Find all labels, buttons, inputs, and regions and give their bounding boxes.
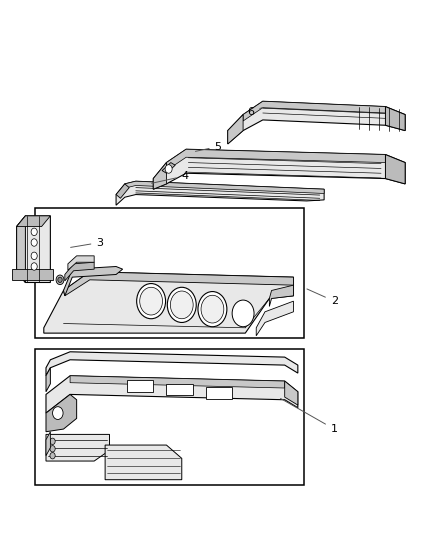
- Polygon shape: [64, 266, 123, 296]
- Circle shape: [232, 300, 254, 327]
- Polygon shape: [285, 381, 298, 405]
- Polygon shape: [105, 445, 182, 480]
- Polygon shape: [70, 376, 285, 388]
- Polygon shape: [385, 107, 405, 131]
- Circle shape: [31, 228, 37, 236]
- Circle shape: [50, 446, 55, 452]
- Text: 4: 4: [152, 171, 189, 183]
- Bar: [127, 380, 153, 392]
- Polygon shape: [153, 149, 405, 189]
- Circle shape: [201, 295, 224, 323]
- Circle shape: [50, 453, 55, 459]
- Circle shape: [140, 287, 162, 315]
- Circle shape: [50, 438, 55, 445]
- Polygon shape: [12, 269, 53, 280]
- Bar: [206, 387, 232, 399]
- Polygon shape: [228, 101, 405, 144]
- Polygon shape: [116, 181, 324, 205]
- Circle shape: [170, 291, 193, 319]
- Polygon shape: [46, 394, 77, 432]
- Polygon shape: [256, 301, 293, 336]
- Polygon shape: [125, 181, 324, 193]
- Circle shape: [58, 277, 62, 282]
- Text: 2: 2: [307, 289, 338, 306]
- Polygon shape: [44, 272, 293, 333]
- Polygon shape: [385, 155, 405, 184]
- Bar: [35, 349, 304, 485]
- Circle shape: [137, 284, 166, 319]
- Circle shape: [167, 287, 196, 322]
- Bar: [166, 384, 193, 395]
- Polygon shape: [46, 432, 50, 456]
- Bar: [35, 208, 304, 338]
- Polygon shape: [65, 262, 94, 281]
- Circle shape: [56, 275, 64, 285]
- Polygon shape: [64, 272, 293, 296]
- Polygon shape: [228, 115, 243, 144]
- Polygon shape: [17, 216, 25, 282]
- Polygon shape: [46, 434, 110, 461]
- Polygon shape: [162, 163, 175, 173]
- Circle shape: [31, 252, 37, 260]
- Polygon shape: [166, 149, 385, 171]
- Circle shape: [53, 407, 63, 419]
- Text: 6: 6: [247, 107, 262, 117]
- Polygon shape: [68, 256, 94, 270]
- Polygon shape: [17, 216, 50, 282]
- Circle shape: [198, 292, 227, 327]
- Text: 1: 1: [281, 399, 338, 434]
- Polygon shape: [153, 163, 166, 189]
- Polygon shape: [46, 376, 298, 413]
- Text: 3: 3: [71, 238, 103, 247]
- Polygon shape: [269, 285, 293, 306]
- Circle shape: [165, 165, 172, 173]
- Text: 5: 5: [195, 142, 222, 151]
- Circle shape: [31, 239, 37, 246]
- Polygon shape: [243, 101, 385, 121]
- Polygon shape: [46, 368, 50, 392]
- Polygon shape: [116, 184, 129, 198]
- Polygon shape: [46, 352, 298, 376]
- Circle shape: [31, 263, 37, 270]
- Polygon shape: [17, 216, 50, 227]
